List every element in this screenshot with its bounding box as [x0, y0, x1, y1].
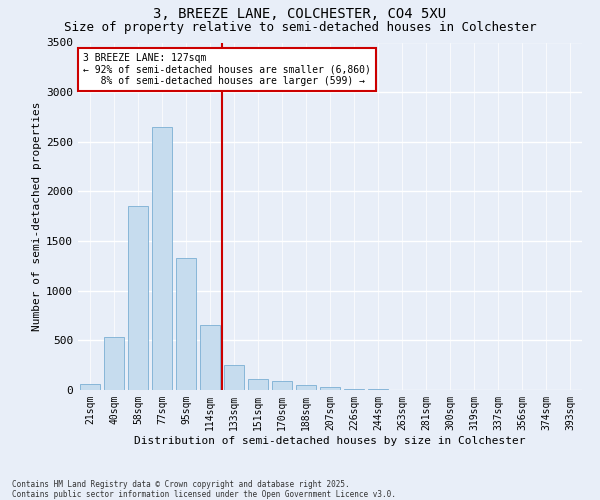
Y-axis label: Number of semi-detached properties: Number of semi-detached properties: [32, 102, 42, 331]
Bar: [272, 381, 292, 390]
X-axis label: Distribution of semi-detached houses by size in Colchester: Distribution of semi-detached houses by …: [134, 436, 526, 446]
Bar: [344, 388, 364, 390]
Text: Size of property relative to semi-detached houses in Colchester: Size of property relative to semi-detach…: [64, 21, 536, 34]
Bar: [320, 387, 340, 390]
Bar: [152, 127, 172, 390]
Bar: [296, 385, 316, 390]
Bar: [224, 365, 244, 390]
Bar: [200, 326, 220, 390]
Bar: [104, 338, 124, 390]
Bar: [248, 379, 268, 390]
Bar: [80, 384, 100, 390]
Bar: [368, 389, 388, 390]
Bar: [128, 206, 148, 390]
Bar: [176, 258, 196, 390]
Text: Contains HM Land Registry data © Crown copyright and database right 2025.
Contai: Contains HM Land Registry data © Crown c…: [12, 480, 396, 499]
Text: 3, BREEZE LANE, COLCHESTER, CO4 5XU: 3, BREEZE LANE, COLCHESTER, CO4 5XU: [154, 8, 446, 22]
Text: 3 BREEZE LANE: 127sqm
← 92% of semi-detached houses are smaller (6,860)
   8% of: 3 BREEZE LANE: 127sqm ← 92% of semi-deta…: [83, 53, 371, 86]
